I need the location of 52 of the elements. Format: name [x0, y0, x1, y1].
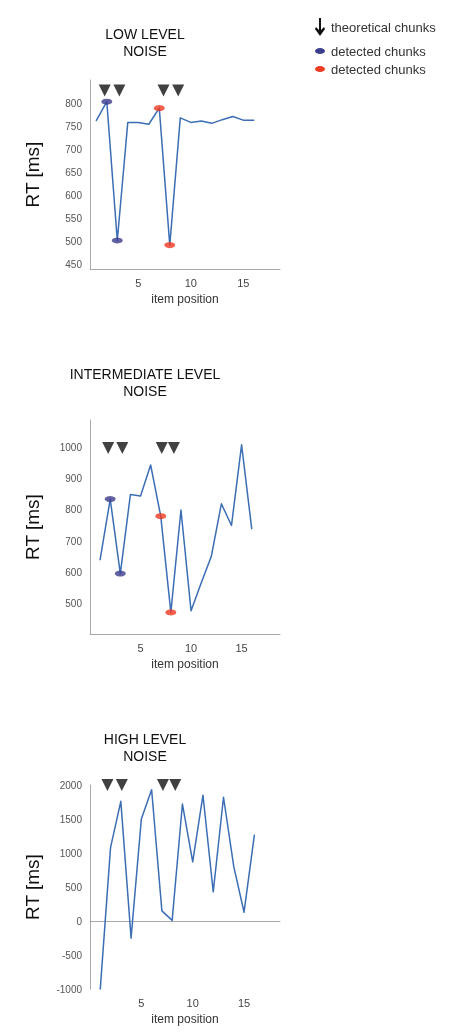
y-tick-label: 1500	[59, 813, 83, 825]
y-tick-label: 500	[65, 597, 83, 609]
y-tick-label: 750	[65, 120, 83, 132]
y-tick-label: 600	[65, 566, 83, 578]
point	[167, 441, 180, 454]
y-tick-label: 800	[65, 504, 83, 516]
point	[172, 84, 185, 97]
line-series	[99, 789, 256, 990]
x-tick-label: 10	[184, 641, 198, 654]
legend-label: theoretical chunks	[331, 19, 436, 35]
y-tick-label: 900	[65, 473, 83, 485]
y-tick-label: -500	[61, 949, 83, 961]
y-tick-label: 1000	[59, 847, 83, 859]
x-tick-label: 15	[235, 641, 248, 654]
x-tick-label: 10	[186, 996, 199, 1009]
legend-label: detected chunks	[331, 61, 426, 77]
point	[116, 441, 129, 454]
x-tick-label: 15	[237, 276, 250, 289]
x-tick-label: 10	[184, 276, 197, 289]
point	[113, 84, 126, 97]
y-tick-label: 0	[76, 915, 83, 927]
x-tick-label: 5	[138, 996, 145, 1009]
y-axis-title: RT [ms]	[22, 494, 43, 560]
chart-title: INTERMEDIATE LEVEL NOISE	[69, 365, 221, 399]
x-tick-label: 5	[135, 276, 142, 289]
y-tick-label: 1000	[59, 442, 83, 454]
y-tick-label: 550	[65, 212, 83, 224]
y-tick-label: 500	[65, 881, 83, 893]
legend-label: detected chunks	[331, 43, 426, 59]
y-tick-label: 600	[65, 189, 83, 201]
x-axis-title: item position	[151, 292, 219, 306]
point	[155, 441, 168, 454]
y-axis-title: RT [ms]	[22, 854, 43, 920]
x-axis-title: item position	[151, 657, 219, 671]
y-tick-label: -1000	[56, 983, 83, 995]
x-axis-title: item position	[151, 1012, 219, 1026]
point	[98, 84, 111, 97]
x-tick-label: 15	[237, 996, 251, 1009]
line-series	[99, 444, 253, 614]
y-axis-title: RT [ms]	[22, 141, 43, 208]
y-tick-label: 700	[65, 143, 83, 155]
x-tick-label: 5	[137, 641, 144, 654]
point	[157, 84, 170, 97]
point	[102, 441, 115, 454]
chart-title: LOW LEVEL NOISE	[105, 25, 185, 59]
y-tick-label: 500	[65, 235, 83, 247]
y-tick-label: 650	[65, 166, 83, 178]
y-tick-label: 2000	[59, 779, 83, 791]
y-tick-label: 700	[65, 535, 83, 547]
y-tick-label: 450	[65, 258, 83, 270]
chart-title: HIGH LEVEL NOISE	[103, 730, 187, 764]
y-tick-label: 800	[65, 97, 83, 109]
